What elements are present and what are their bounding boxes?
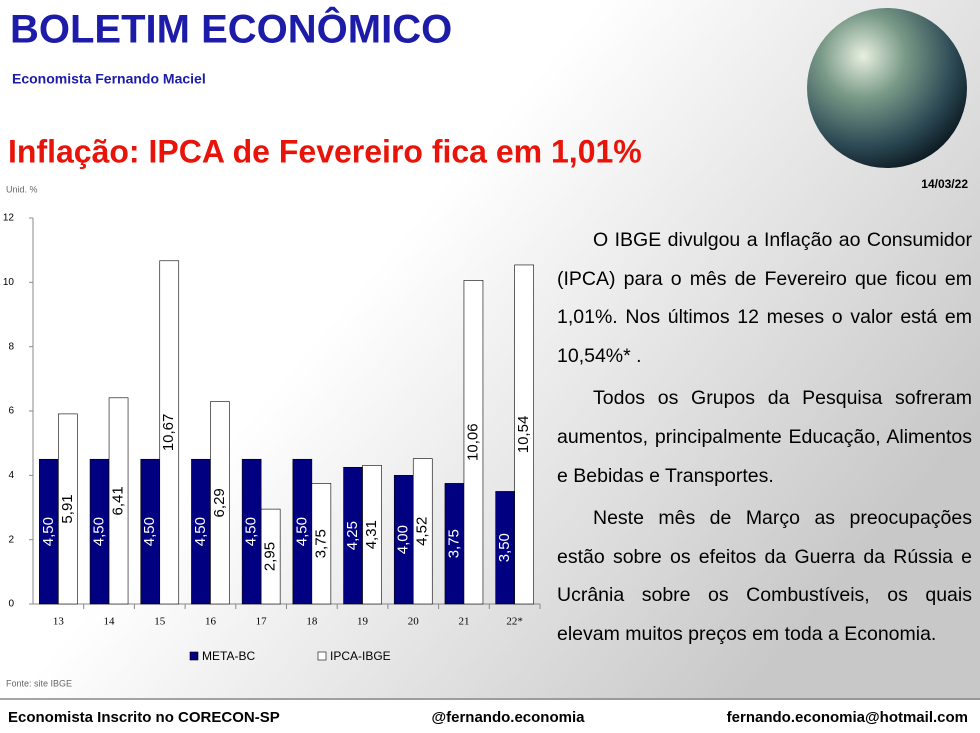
bar bbox=[514, 264, 534, 605]
legend-label: IPCA-IBGE bbox=[330, 649, 391, 663]
y-tick-label: 10 bbox=[3, 277, 15, 288]
x-tick-label: 14 bbox=[104, 616, 116, 628]
value-label: 3,50 bbox=[496, 533, 513, 562]
bar bbox=[108, 397, 129, 605]
bar bbox=[311, 483, 332, 605]
bar bbox=[159, 260, 180, 605]
y-tick-label: 8 bbox=[8, 341, 14, 352]
footer-right: fernando.economia@hotmail.com bbox=[727, 709, 968, 726]
value-label: 4,50 bbox=[243, 517, 260, 546]
x-tick-label: 20 bbox=[408, 616, 420, 628]
value-label: 2,95 bbox=[262, 542, 279, 571]
value-label: 10,06 bbox=[464, 423, 481, 461]
value-label: 4,50 bbox=[141, 517, 158, 546]
value-label: 4,50 bbox=[192, 517, 209, 546]
legend-label: META-BC bbox=[202, 649, 255, 663]
footer-left: Economista Inscrito no CORECON-SP bbox=[8, 709, 280, 726]
article: O IBGE divulgou a Inflação ao Consumidor… bbox=[557, 221, 972, 658]
legend-swatch bbox=[189, 651, 199, 661]
x-tick-label: 16 bbox=[205, 616, 217, 628]
x-tick-label: 19 bbox=[357, 616, 369, 628]
paragraph: O IBGE divulgou a Inflação ao Consumidor… bbox=[557, 229, 972, 367]
y-tick-label: 0 bbox=[8, 599, 14, 610]
bar bbox=[58, 413, 78, 605]
value-label: 6,41 bbox=[110, 486, 127, 515]
x-tick-label: 18 bbox=[306, 616, 318, 628]
paragraph: Todos os Grupos da Pesquisa sofreram aum… bbox=[557, 387, 972, 487]
value-label: 3,75 bbox=[445, 529, 462, 558]
bar bbox=[362, 465, 382, 605]
globe bbox=[807, 8, 967, 168]
value-label: 4,31 bbox=[363, 520, 380, 549]
value-label: 4,52 bbox=[414, 517, 431, 546]
x-tick-label: 21 bbox=[458, 616, 469, 628]
date: 14/03/22 bbox=[921, 177, 968, 191]
bar bbox=[260, 508, 281, 605]
x-tick-label: 22* bbox=[506, 616, 523, 628]
bar bbox=[210, 401, 230, 605]
y-tick-label: 6 bbox=[8, 406, 14, 417]
value-label: 4,50 bbox=[293, 517, 310, 546]
value-label: 5,91 bbox=[59, 494, 76, 523]
value-label: 10,67 bbox=[160, 414, 177, 452]
x-tick-label: 17 bbox=[256, 616, 268, 628]
source: Fonte: site IBGE bbox=[6, 678, 72, 688]
x-tick-label: 15 bbox=[154, 616, 166, 628]
value-label: 4,25 bbox=[344, 521, 361, 550]
title: BOLETIM ECONÔMICO bbox=[10, 6, 452, 52]
subtitle: Economista Fernando Maciel bbox=[12, 71, 206, 87]
unit-label: Unid. % bbox=[6, 184, 38, 194]
footer-center: @fernando.economia bbox=[432, 709, 586, 726]
value-label: 4,50 bbox=[91, 517, 108, 546]
value-label: 3,75 bbox=[312, 529, 329, 558]
x-tick-label: 13 bbox=[53, 616, 65, 628]
paragraph: Neste mês de Março as preocupações estão… bbox=[557, 507, 972, 645]
y-tick-label: 2 bbox=[8, 534, 14, 545]
value-label: 4,50 bbox=[40, 517, 57, 546]
bar bbox=[463, 280, 484, 605]
value-label: 6,29 bbox=[211, 488, 228, 517]
y-tick-label: 4 bbox=[8, 470, 14, 481]
headline: Inflação: IPCA de Fevereiro fica em 1,01… bbox=[8, 133, 642, 169]
legend-swatch bbox=[317, 651, 327, 661]
bar bbox=[412, 458, 433, 605]
y-tick-label: 12 bbox=[3, 213, 15, 224]
value-label: 4,00 bbox=[395, 525, 412, 554]
value-label: 10,54 bbox=[515, 416, 532, 454]
